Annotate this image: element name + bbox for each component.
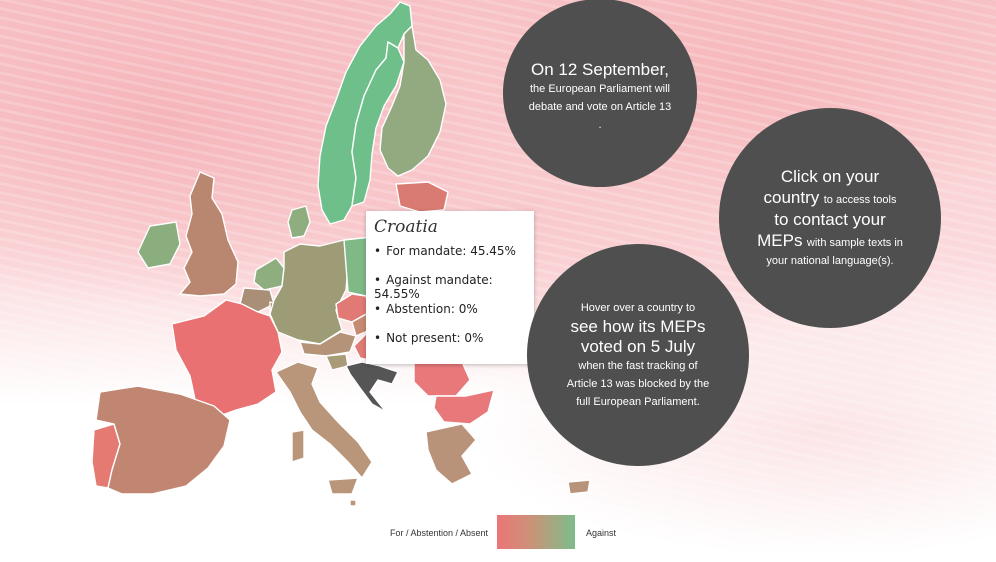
hover-line-5: Article 13 was blocked by the <box>566 378 710 390</box>
tooltip-item-for: For mandate: 45.45% <box>374 244 526 273</box>
info-circle-debate: On 12 September, the European Parliament… <box>503 0 697 187</box>
country-denmark[interactable] <box>287 205 311 239</box>
country-united-kingdom[interactable] <box>179 171 239 297</box>
country-belgium[interactable] <box>239 287 275 313</box>
contact-sample-texts: with sample texts in <box>806 237 903 249</box>
hover-line-4: when the fast tracking of <box>578 360 698 372</box>
hover-line-2: see how its MEPs <box>570 317 706 336</box>
country-sicily[interactable] <box>327 477 359 495</box>
debate-line-2: debate and vote on Article 13 <box>528 101 672 113</box>
tooltip-item-not-present: Not present: 0% <box>374 331 526 360</box>
info-circle-contact: Click on your country to access tools to… <box>719 108 941 328</box>
country-slovenia[interactable] <box>325 353 349 371</box>
country-sweden[interactable] <box>351 41 405 207</box>
contact-line-2: country to access tools <box>764 187 897 209</box>
country-bulgaria[interactable] <box>433 389 495 425</box>
contact-line-3: to contact your <box>774 210 886 229</box>
debate-line-3: . <box>598 119 602 131</box>
country-sardinia[interactable] <box>291 429 305 463</box>
country-cyprus[interactable] <box>567 479 591 495</box>
country-finland[interactable] <box>379 25 447 177</box>
country-tooltip: Croatia For mandate: 45.45% Against mand… <box>366 211 534 364</box>
debate-line-1: the European Parliament will <box>529 83 671 95</box>
country-estonia[interactable] <box>395 181 449 213</box>
info-circle-hover: Hover over a country to see how its MEPs… <box>527 244 749 466</box>
tooltip-country-name: Croatia <box>374 217 438 237</box>
contact-access-tools: to access tools <box>823 194 897 206</box>
legend-against-label: Against <box>586 528 617 538</box>
country-italy[interactable] <box>275 361 373 479</box>
country-netherlands[interactable] <box>253 257 285 291</box>
contact-line-1: Click on your <box>780 167 880 186</box>
tooltip-item-abstention: Abstention: 0% <box>374 302 526 331</box>
country-croatia[interactable] <box>345 361 399 413</box>
tooltip-item-against: Against mandate: 54.55% <box>374 273 526 302</box>
country-spain[interactable] <box>95 385 231 495</box>
country-malta[interactable] <box>349 499 357 507</box>
legend-gradient-bar <box>497 515 575 549</box>
hover-line-6: full European Parliament. <box>576 396 700 408</box>
hover-line-1: Hover over a country to <box>580 302 696 314</box>
debate-headline: On 12 September, <box>531 60 669 79</box>
country-greece[interactable] <box>425 423 477 485</box>
country-france[interactable] <box>171 299 283 419</box>
country-ireland[interactable] <box>137 221 181 269</box>
hover-line-3: voted on 5 July <box>580 337 696 356</box>
contact-line-5: your national language(s). <box>766 255 894 267</box>
tooltip-vote-list: For mandate: 45.45% Against mandate: 54.… <box>374 244 526 360</box>
country-germany[interactable] <box>269 239 349 345</box>
legend-for-label: For / Abstention / Absent <box>389 528 488 538</box>
contact-line-4: MEPs with sample texts in <box>757 230 903 252</box>
contact-meps-word: MEPs <box>757 231 803 250</box>
country-austria[interactable] <box>299 331 357 357</box>
contact-country-word: country <box>763 188 820 207</box>
